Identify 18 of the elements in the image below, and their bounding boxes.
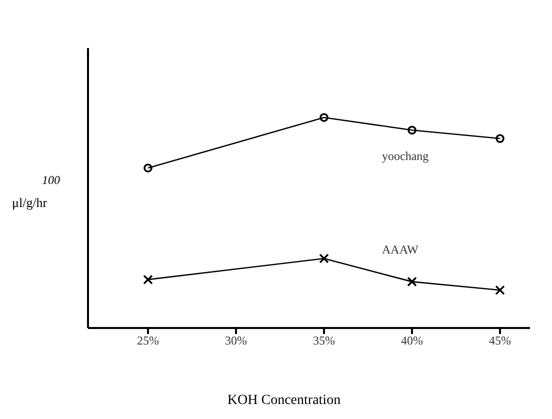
point bbox=[319, 254, 329, 264]
series-label: AAAW bbox=[382, 242, 420, 257]
text: 100 bbox=[42, 173, 60, 188]
x-tick-label: 30% bbox=[225, 334, 247, 348]
point bbox=[320, 113, 328, 122]
point bbox=[407, 276, 417, 287]
series-label: yoochang bbox=[382, 149, 429, 164]
x-tick-label: 35% bbox=[313, 334, 335, 348]
y-axis-title: μl/g/hr bbox=[12, 195, 48, 211]
point bbox=[144, 164, 152, 172]
point bbox=[495, 285, 505, 296]
x-tick-label: 40% bbox=[401, 334, 423, 348]
x-axis-title: KOH Concentration bbox=[226, 393, 342, 409]
point bbox=[496, 134, 504, 143]
point bbox=[408, 126, 416, 135]
point bbox=[143, 274, 153, 284]
x-tick-label: 25% bbox=[137, 334, 159, 348]
x-tick-label: 45% bbox=[489, 334, 511, 348]
